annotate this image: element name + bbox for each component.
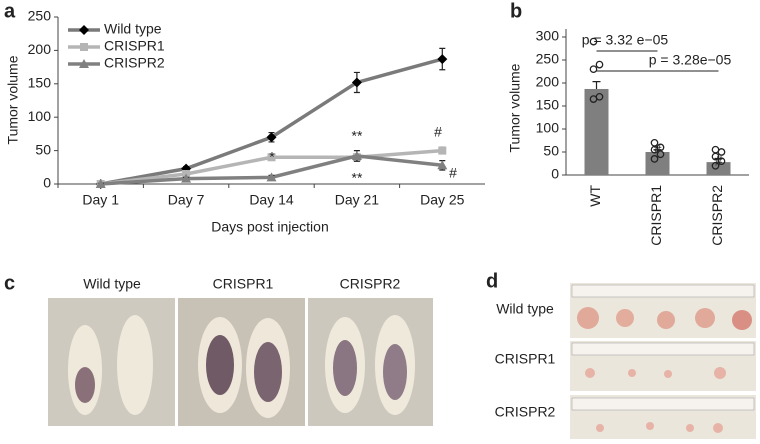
marker [79,25,89,35]
tumor [254,342,282,402]
data-point [711,161,720,170]
bar [584,88,609,175]
data-point [717,148,726,156]
y-tick-label: 50 [543,143,559,159]
tumor [686,424,694,432]
photos-c [48,298,433,426]
marker [351,150,362,160]
photo-label: CRISPR1 [495,351,556,367]
y-tick-label: 0 [43,175,51,191]
tumor [664,370,672,378]
x-tick-label: Day 1 [82,192,119,208]
marker [95,179,106,188]
y-axis-label: Tumor volume [507,63,523,152]
tumor [577,307,599,329]
y-axis-label: Tumor volume [5,55,21,144]
y-tick-label: 250 [28,8,52,24]
y-tick-label: 200 [28,41,52,57]
x-tick-label: Day 14 [249,192,294,208]
tumor [206,335,234,395]
x-axis-label: Days post injection [211,219,329,235]
annotation: # [449,165,457,181]
photo [48,298,175,426]
photo-label: Wild type [83,276,141,292]
photos-d [570,283,756,439]
marker [438,146,447,155]
panel-label: d [486,270,498,292]
annotation: ** [352,128,363,144]
panel-label: c [4,272,15,294]
data-point [656,150,665,159]
marker [79,59,89,68]
y-tick-label: 100 [536,120,560,136]
y-tick-label: 200 [536,74,560,90]
tumor [695,308,715,328]
y-tick-label: 0 [551,166,559,182]
photo-label: Wild type [496,301,554,317]
tumor [75,367,95,403]
marker [80,43,88,51]
ruler [571,284,755,298]
data-point [595,60,604,69]
x-tick-label: Day 7 [168,192,205,208]
tumor [596,424,604,432]
tumor [616,309,634,327]
marker [267,153,276,162]
annotation: # [715,153,723,169]
annotation: * [269,149,275,165]
photo-label: CRISPR1 [213,276,274,292]
marker [266,172,277,182]
legend-label: CRISPR2 [104,55,165,71]
tumor [628,369,636,377]
data-point [589,37,598,46]
legend-label: Wild type [104,21,162,37]
x-tick-label: CRISPR1 [648,185,664,246]
data-point [650,145,659,154]
mouse [117,315,153,415]
annotation: # [654,141,662,157]
tumor [646,422,654,430]
data-point [589,95,598,103]
tumor [714,367,726,379]
marker [266,132,277,143]
marker [437,160,448,170]
y-tick-label: 150 [536,97,560,113]
y-tick-label: 300 [536,28,560,44]
data-point [717,157,726,166]
x-tick-label: WT [587,185,603,207]
tumor [713,423,723,433]
y-tick-label: 50 [35,141,51,157]
series-line [100,57,443,186]
tumor [383,344,407,400]
data-point [589,65,598,74]
data-point [650,155,659,163]
tumor [585,368,595,378]
annotation: p = 3.28e−05 [649,52,732,68]
tumor [657,311,675,329]
legend-label: CRISPR1 [104,38,165,54]
ruler [571,397,755,411]
error-bar [592,81,601,89]
x-tick-label: CRISPR2 [709,185,725,246]
annotation: p = 3.32 e−05 [582,32,669,48]
tumor [732,310,752,330]
panel-label: b [510,0,522,22]
data-point [711,152,720,161]
y-tick-label: 250 [536,51,560,67]
tumor [333,340,357,396]
x-tick-label: Day 25 [420,192,465,208]
y-tick-label: 150 [28,75,52,91]
marker [181,173,192,183]
annotation: ** [352,170,363,186]
annotation: # [434,124,442,140]
x-tick-label: Day 21 [335,192,380,208]
ruler [571,342,755,356]
panel-label: a [4,0,16,22]
marker [437,54,448,65]
marker [351,77,362,88]
photo-label: CRISPR2 [340,276,401,292]
y-tick-label: 100 [28,108,52,124]
photo-label: CRISPR2 [495,404,556,420]
